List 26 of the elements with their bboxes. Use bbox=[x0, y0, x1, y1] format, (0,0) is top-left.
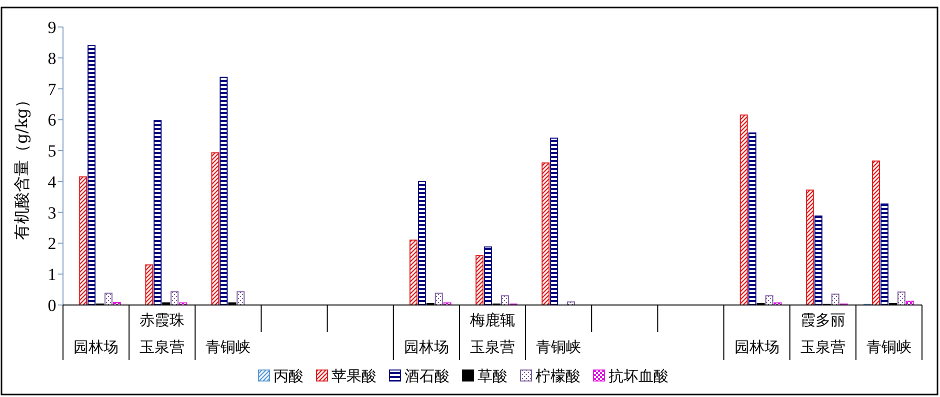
legend-label: 丙酸 bbox=[274, 367, 304, 385]
y-tick-label: 0 bbox=[48, 296, 56, 315]
y-tick-label: 6 bbox=[48, 110, 56, 130]
legend-label: 苹果酸 bbox=[332, 367, 376, 385]
legend-label: 抗坏血酸 bbox=[608, 367, 668, 385]
y-tick-label: 9 bbox=[48, 18, 56, 37]
x-tick-label: 园林场 bbox=[734, 338, 780, 356]
y-tick-label: 4 bbox=[48, 172, 57, 192]
y-tick-label: 5 bbox=[48, 142, 56, 161]
y-axis-title: 有机酸含量（g/kg） bbox=[12, 92, 31, 240]
y-tick-label: 7 bbox=[48, 80, 57, 99]
x-tick-label: 园林场 bbox=[404, 338, 449, 356]
y-tick-label: 1 bbox=[48, 265, 56, 284]
x-tick-label: 赤霞珠玉泉营 bbox=[140, 311, 185, 356]
legend-label: 柠檬酸 bbox=[536, 367, 580, 385]
x-tick-label: 霞多丽玉泉营 bbox=[800, 311, 846, 356]
x-tick-label: 园林场 bbox=[74, 338, 119, 356]
y-tick-label: 3 bbox=[48, 203, 56, 222]
legend-label: 草酸 bbox=[478, 367, 508, 385]
x-tick-label: 梅鹿辄玉泉营 bbox=[469, 311, 515, 356]
x-tick-label: 青铜峡 bbox=[206, 338, 251, 356]
y-tick-label: 8 bbox=[48, 48, 56, 68]
legend-label: 酒石酸 bbox=[404, 367, 450, 385]
x-tick-label: 青铜峡 bbox=[536, 338, 582, 356]
x-tick-label: 青铜峡 bbox=[866, 338, 912, 356]
y-tick-label: 2 bbox=[48, 234, 56, 254]
